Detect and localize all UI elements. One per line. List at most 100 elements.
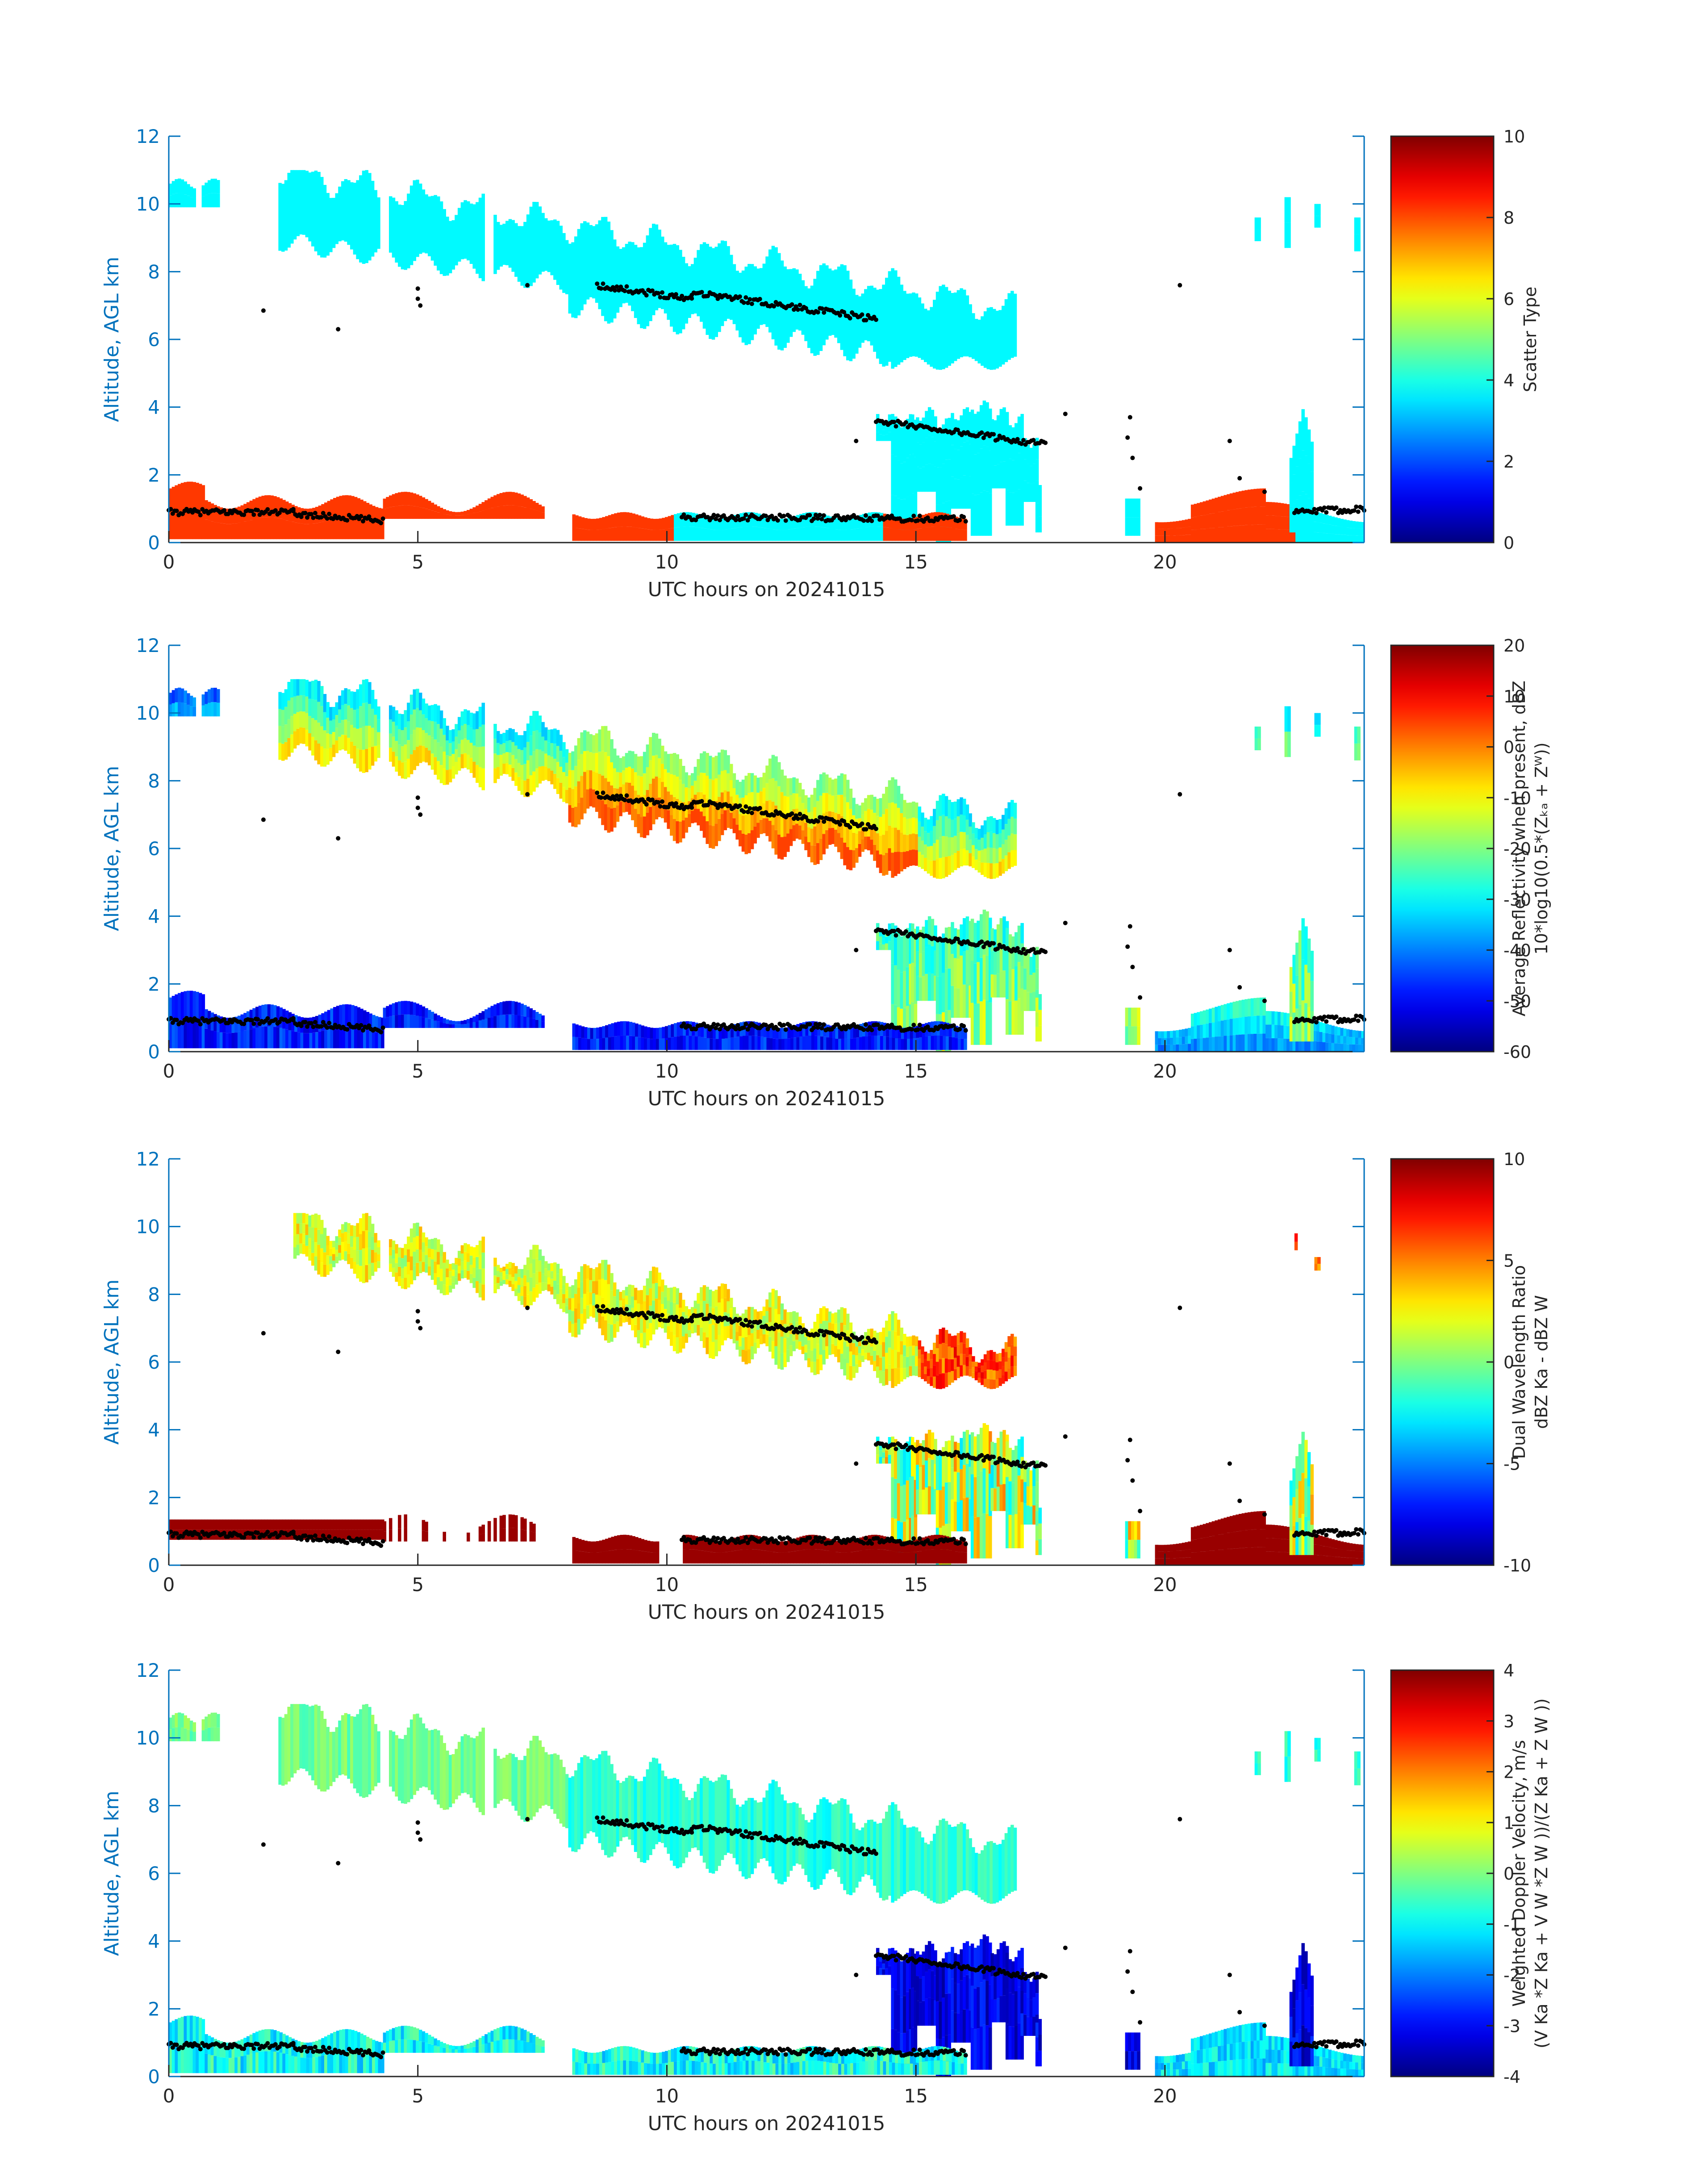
heatmap-cell [808, 526, 812, 541]
heatmap-cell [330, 1008, 334, 1028]
heatmap-cell [357, 1028, 361, 1049]
heatmap-cell [1354, 217, 1358, 234]
heatmap-cell [439, 1281, 443, 1294]
heatmap-cell [296, 170, 300, 236]
heatmap-cell [988, 917, 992, 960]
heatmap-cell [464, 738, 467, 753]
heatmap-cell [927, 407, 931, 435]
heatmap-cell [1361, 1038, 1364, 1045]
heatmap-cell [526, 1007, 530, 1017]
heatmap-cell [778, 1028, 782, 1039]
heatmap-cell [374, 1242, 378, 1253]
heatmap-cell [1286, 504, 1290, 517]
heatmap-cell [828, 828, 832, 845]
heatmap-cell [517, 226, 521, 282]
heatmap-cell [1328, 515, 1332, 525]
heatmap-cell [1002, 970, 1006, 998]
heatmap-cell [1038, 994, 1042, 1010]
heatmap-cell [1292, 983, 1296, 1013]
heatmap-cell [822, 834, 826, 855]
heatmap-cell [556, 1294, 560, 1304]
heatmap-cell [565, 790, 569, 803]
heatmap-cell [416, 689, 419, 708]
heatmap-cell [604, 778, 608, 804]
heatmap-cell [739, 781, 742, 798]
heatmap-cell [744, 1323, 748, 1337]
marker-dot [715, 513, 720, 518]
heatmap-cell [718, 774, 721, 797]
heatmap-cell [455, 512, 458, 516]
heatmap-cell [409, 1228, 413, 1243]
heatmap-cell [407, 505, 410, 519]
heatmap-cell [1002, 461, 1006, 489]
heatmap-cell [658, 230, 661, 308]
heatmap-cell [187, 1020, 190, 1049]
heatmap-cell [1301, 450, 1305, 492]
heatmap-cell [656, 1039, 660, 1050]
heatmap-cell [964, 1039, 967, 1050]
heatmap-cell [650, 530, 653, 541]
heatmap-cell [339, 1026, 342, 1049]
heatmap-cell [962, 832, 966, 849]
heatmap-cell [732, 803, 736, 819]
heatmap-cell [1197, 1012, 1200, 1025]
heatmap-cell [1250, 507, 1254, 525]
heatmap-cell [942, 933, 945, 973]
heatmap-cell [1340, 1044, 1344, 1052]
heatmap-cell [702, 242, 706, 329]
heatmap-cell [727, 791, 730, 810]
marker-dot [1130, 965, 1135, 969]
heatmap-cell [464, 709, 467, 724]
heatmap-cell [885, 831, 889, 853]
heatmap-cell [562, 772, 566, 787]
heatmap-cell [201, 1021, 205, 1049]
heatmap-cell [1203, 501, 1207, 515]
heatmap-cell [1194, 1013, 1198, 1026]
heatmap-cell [1125, 498, 1129, 518]
heatmap-cell [293, 731, 297, 749]
heatmap-cell [724, 518, 728, 530]
marker-dot [789, 302, 794, 307]
heatmap-cell [365, 170, 368, 263]
heatmap-cell [314, 740, 318, 760]
marker-dot [743, 1021, 748, 1026]
heatmap-cell [1026, 483, 1030, 502]
heatmap-cell [676, 777, 679, 799]
heatmap-cell [986, 832, 990, 848]
heatmap-cell [610, 739, 614, 763]
heatmap-cell [927, 833, 931, 847]
heatmap-cell [583, 1264, 587, 1279]
heatmap-cell [1029, 957, 1033, 975]
heatmap-cell [1158, 1031, 1161, 1038]
marker-dot [226, 1020, 230, 1025]
heatmap-cell [1023, 990, 1027, 1011]
heatmap-cell [309, 523, 313, 539]
heatmap-cell [451, 512, 455, 516]
heatmap-cell [541, 766, 545, 781]
heatmap-cell [347, 1243, 351, 1254]
heatmap-cell [532, 1245, 536, 1259]
heatmap-cell [320, 726, 324, 747]
marker-dot [917, 514, 922, 518]
heatmap-cell [592, 1281, 596, 1294]
heatmap-cell [556, 762, 560, 778]
heatmap-cell [455, 515, 458, 519]
heatmap-cell [620, 1036, 624, 1050]
heatmap-cell [713, 1039, 716, 1050]
heatmap-cell [906, 418, 910, 458]
heatmap-cell [670, 774, 673, 795]
heatmap-cell [681, 1336, 685, 1349]
heatmap-cell [416, 747, 419, 766]
heatmap-cell [584, 518, 588, 530]
heatmap-cell [962, 442, 966, 476]
heatmap-cell [287, 719, 291, 738]
heatmap-cell [571, 1311, 575, 1324]
heatmap-cell [255, 518, 259, 539]
heatmap-cell [607, 1264, 611, 1284]
heatmap-cell [789, 795, 793, 812]
heatmap-cell [1292, 530, 1296, 543]
heatmap-cell [413, 1237, 417, 1252]
heatmap-cell [532, 510, 536, 519]
heatmap-cell [655, 1283, 659, 1299]
heatmap-cell [407, 1014, 410, 1028]
